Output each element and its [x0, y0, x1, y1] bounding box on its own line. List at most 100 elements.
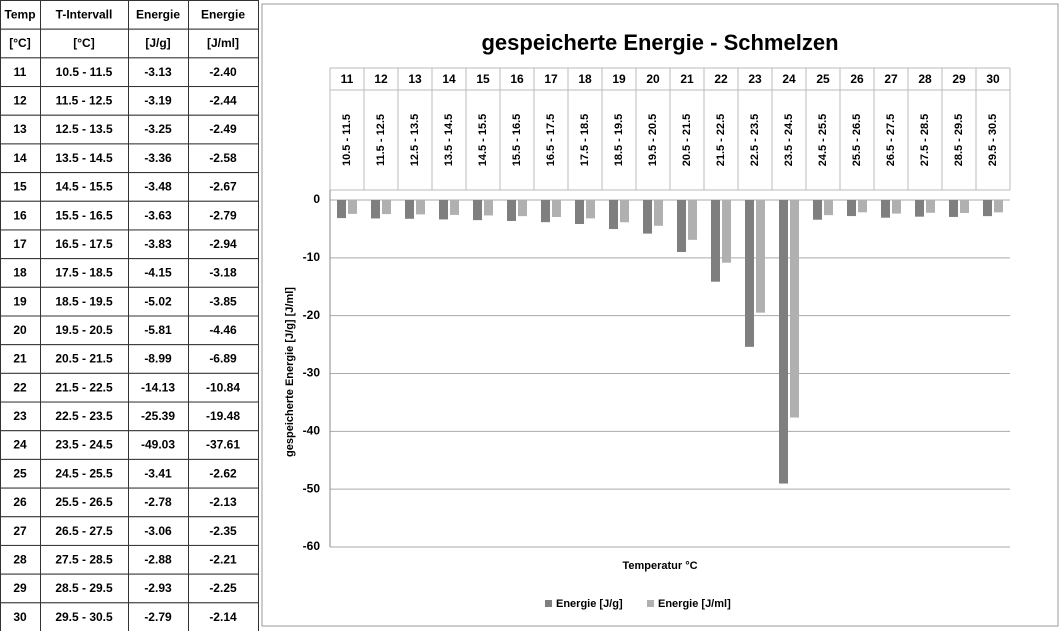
table-cell	[188, 516, 259, 546]
y-tick-label: -10	[303, 250, 321, 264]
bar	[688, 200, 697, 240]
x-tick-label: 27	[884, 72, 898, 86]
table-cell	[188, 143, 259, 174]
table-cell	[128, 344, 189, 374]
table-cell	[40, 114, 129, 145]
x-interval-label: 24.5 - 25.5	[817, 114, 829, 167]
table-cell	[40, 602, 129, 631]
y-axis-label: gespeicherte Energie [J/g] [J/ml]	[284, 287, 296, 457]
table-cell	[0, 344, 41, 374]
table-cell	[40, 0, 129, 30]
table-cell-text: -2.40	[209, 65, 237, 79]
bar	[949, 200, 958, 217]
x-tick-label: 14	[442, 72, 456, 86]
table-cell-text: 25	[13, 466, 27, 480]
bar	[813, 200, 822, 220]
table-cell-text: 26	[13, 495, 27, 509]
bar	[745, 200, 754, 347]
table-cell-text: 14.5 - 15.5	[55, 180, 113, 194]
chart-title: gespeicherte Energie - Schmelzen	[481, 30, 838, 55]
bar	[643, 200, 652, 234]
bar	[847, 200, 856, 217]
bar	[518, 200, 527, 217]
bar	[416, 200, 425, 215]
table-cell-text: 27	[13, 524, 27, 538]
y-tick-label: -40	[303, 424, 321, 438]
table-cell-text: -19.48	[206, 409, 240, 423]
y-tick-label: -60	[303, 539, 321, 553]
table-cell-text: 17.5 - 18.5	[55, 266, 113, 280]
x-interval-label: 17.5 - 18.5	[579, 114, 591, 167]
table-cell-text: -2.79	[144, 610, 172, 624]
table-cell-text: -3.83	[144, 237, 172, 251]
table-cell-text: -4.15	[144, 266, 172, 280]
x-tick-label: 12	[374, 72, 388, 86]
table-cell	[0, 0, 41, 30]
table-cell-text: -3.41	[144, 466, 172, 480]
bar	[926, 200, 935, 213]
table-cell-text: -3.25	[144, 122, 172, 136]
x-tick-label: 18	[578, 72, 592, 86]
table-cell-text: -8.99	[144, 352, 172, 366]
table-cell-text: -2.67	[209, 180, 237, 194]
x-interval-label: 22.5 - 23.5	[749, 114, 761, 167]
bar	[405, 200, 414, 219]
x-tick-label: 24	[782, 72, 796, 86]
table-cell	[0, 430, 41, 460]
table-cell-text: [J/ml]	[207, 36, 239, 50]
x-tick-label: 19	[612, 72, 626, 86]
table-cell-text: -2.13	[209, 495, 237, 509]
bar	[507, 200, 516, 221]
bar	[337, 200, 346, 219]
table-cell-text: 14	[13, 151, 27, 165]
table-cell-text: -2.49	[209, 122, 237, 136]
bar	[858, 200, 867, 213]
table-cell	[40, 344, 129, 374]
x-tick-label: 23	[748, 72, 762, 86]
table-cell	[188, 430, 259, 460]
bar	[790, 200, 799, 418]
bar	[677, 200, 686, 252]
table-cell-text: 11.5 - 12.5	[56, 94, 113, 108]
table-cell	[128, 516, 189, 546]
x-tick-label: 20	[646, 72, 660, 86]
table-cell	[40, 28, 129, 59]
table-cell	[40, 86, 129, 116]
table-cell-text: 25.5 - 26.5	[55, 495, 113, 509]
table-cell-text: 12.5 - 13.5	[55, 122, 113, 136]
table-cell	[188, 86, 259, 116]
table-cell-text: -3.48	[144, 180, 172, 194]
table-cell-text: -5.02	[144, 294, 172, 308]
table-cell	[40, 544, 129, 575]
x-interval-label: 14.5 - 15.5	[477, 114, 489, 167]
bar	[711, 200, 720, 282]
x-interval-label: 16.5 - 17.5	[545, 114, 557, 167]
table-cell	[188, 344, 259, 374]
table-cell	[128, 401, 189, 432]
table-cell	[188, 229, 259, 260]
bar	[586, 200, 595, 219]
bar	[473, 200, 482, 221]
table-cell-text: 28.5 - 29.5	[55, 581, 113, 595]
table-cell	[188, 602, 259, 631]
table-cell-text: -49.03	[141, 438, 175, 452]
table-cell-text: 17	[13, 237, 27, 251]
table-cell-text: 24.5 - 25.5	[55, 466, 113, 480]
table-cell-text: -2.44	[209, 94, 237, 108]
x-tick-label: 15	[476, 72, 490, 86]
x-tick-label: 21	[680, 72, 694, 86]
chart-frame	[261, 3, 1059, 627]
table-cell-text: 20	[13, 323, 27, 337]
x-interval-label: 21.5 - 22.5	[715, 114, 727, 167]
x-tick-label: 22	[714, 72, 728, 86]
x-interval-label: 19.5 - 20.5	[647, 114, 659, 167]
x-interval-label: 23.5 - 24.5	[783, 114, 795, 167]
table-cell-text: 29.5 - 30.5	[55, 610, 113, 624]
table-cell-text: 13	[13, 122, 27, 136]
table-cell-text: 23.5 - 24.5	[55, 438, 113, 452]
x-interval-label: 15.5 - 16.5	[511, 114, 523, 167]
x-tick-label: 13	[408, 72, 422, 86]
table-cell	[128, 458, 189, 489]
table-cell-text: -5.81	[144, 323, 172, 337]
table-cell	[188, 315, 259, 346]
